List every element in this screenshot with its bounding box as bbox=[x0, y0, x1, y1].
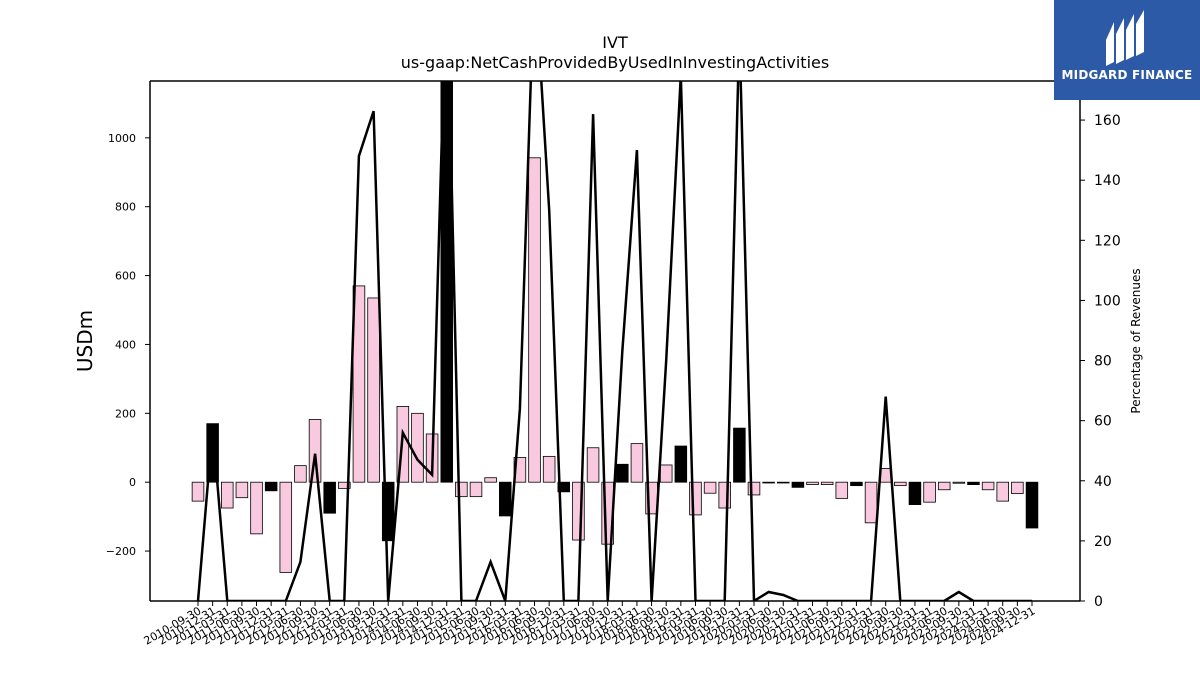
bar bbox=[718, 481, 731, 509]
bar bbox=[279, 481, 293, 573]
y2-axis-label: Percentage of Revenues bbox=[1129, 268, 1143, 413]
y-tick-label: 600 bbox=[115, 270, 136, 283]
bar bbox=[616, 463, 629, 483]
y2-ticks-group: 0 20 40 60 80 100 120 140 160 bbox=[1080, 113, 1121, 610]
axes-group bbox=[149, 80, 1081, 602]
bar bbox=[703, 481, 717, 494]
bar bbox=[338, 481, 351, 489]
bar bbox=[659, 464, 673, 483]
midgard-logo-icon bbox=[1106, 10, 1144, 66]
bar bbox=[264, 481, 278, 492]
bar bbox=[381, 481, 395, 542]
bar bbox=[1011, 481, 1024, 494]
bar bbox=[221, 481, 234, 509]
bar bbox=[981, 481, 995, 491]
x-ticks-group: 2010-09-302010-12-312011-03-312011-06-30… bbox=[142, 601, 1038, 648]
y-tick-label: 800 bbox=[115, 201, 136, 214]
line-series bbox=[196, 81, 1032, 601]
bar bbox=[557, 481, 571, 493]
bar bbox=[206, 423, 219, 483]
bar bbox=[894, 481, 907, 487]
chart-title: IVT bbox=[602, 33, 628, 52]
bar bbox=[791, 481, 805, 488]
y-tick-label: 200 bbox=[115, 407, 136, 420]
bar bbox=[572, 481, 585, 541]
bar bbox=[308, 419, 322, 483]
bar bbox=[762, 481, 775, 484]
y2-tick-label: 160 bbox=[1094, 113, 1121, 129]
bar bbox=[674, 445, 688, 483]
line-series-group bbox=[196, 81, 1032, 601]
y2-tick-label: 0 bbox=[1094, 594, 1103, 610]
y2-tick-label: 140 bbox=[1094, 173, 1121, 189]
bar bbox=[586, 447, 600, 483]
bar bbox=[352, 285, 366, 483]
brand-logo-text: MIDGARD FINANCE bbox=[1061, 68, 1193, 82]
bars-group bbox=[191, 81, 1039, 573]
y-tick-label: 1000 bbox=[108, 132, 136, 145]
y-tick-label: 0 bbox=[129, 476, 136, 489]
bar bbox=[747, 481, 761, 496]
y2-tick-label: 100 bbox=[1094, 293, 1121, 309]
bar bbox=[440, 81, 453, 483]
bar bbox=[967, 481, 980, 486]
bar bbox=[630, 443, 644, 483]
y-ticks-group: −200 0 200 400 600 800 1000 bbox=[106, 132, 150, 558]
bar bbox=[733, 427, 746, 483]
bar bbox=[689, 481, 702, 516]
bar bbox=[952, 481, 966, 484]
bar bbox=[294, 465, 307, 483]
bar bbox=[777, 481, 790, 484]
bar bbox=[937, 481, 951, 491]
bar bbox=[923, 481, 936, 503]
bar bbox=[850, 481, 863, 487]
bar bbox=[528, 157, 541, 483]
bar bbox=[835, 481, 849, 499]
bar bbox=[455, 481, 468, 498]
y2-tick-label: 80 bbox=[1094, 354, 1112, 370]
bar bbox=[499, 481, 512, 517]
y-axis-label: USDm bbox=[73, 310, 97, 372]
bar bbox=[411, 412, 424, 483]
y-tick-label: −200 bbox=[106, 545, 136, 558]
bar bbox=[996, 481, 1009, 502]
bar bbox=[806, 481, 819, 486]
bar bbox=[484, 477, 497, 483]
bar bbox=[323, 481, 336, 514]
bar bbox=[367, 297, 380, 483]
bar bbox=[1025, 481, 1039, 529]
y2-tick-label: 60 bbox=[1094, 414, 1112, 430]
bar bbox=[235, 481, 249, 499]
y2-tick-label: 20 bbox=[1094, 534, 1112, 550]
y2-tick-label: 120 bbox=[1094, 233, 1121, 249]
bar bbox=[820, 481, 834, 486]
chart-subtitle: us-gaap:NetCashProvidedByUsedInInvesting… bbox=[401, 53, 829, 72]
bar bbox=[250, 481, 263, 535]
brand-logo: MIDGARD FINANCE bbox=[1054, 0, 1200, 100]
y2-tick-label: 40 bbox=[1094, 474, 1112, 490]
bar bbox=[864, 481, 878, 524]
bar bbox=[469, 481, 483, 498]
bar bbox=[191, 481, 205, 502]
bar bbox=[908, 481, 922, 505]
y-tick-label: 400 bbox=[115, 338, 136, 351]
bar bbox=[542, 455, 556, 483]
